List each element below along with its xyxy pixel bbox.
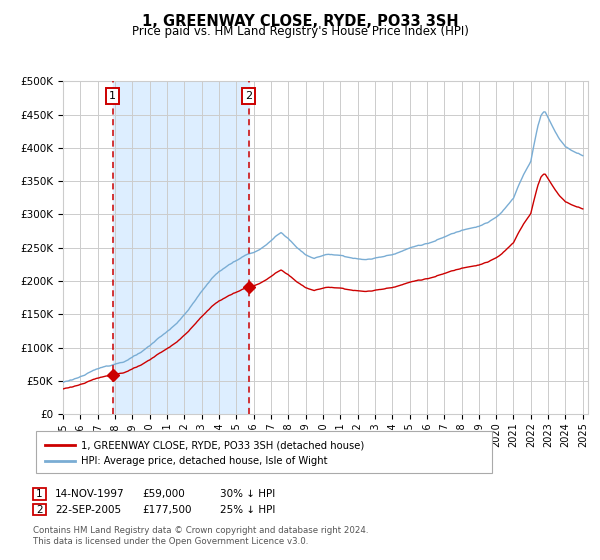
Text: HPI: Average price, detached house, Isle of Wight: HPI: Average price, detached house, Isle… bbox=[81, 456, 328, 466]
Text: Price paid vs. HM Land Registry's House Price Index (HPI): Price paid vs. HM Land Registry's House … bbox=[131, 25, 469, 38]
Text: £177,500: £177,500 bbox=[142, 505, 192, 515]
Text: 2: 2 bbox=[36, 505, 43, 515]
Bar bbox=[113, 81, 249, 414]
Text: 1: 1 bbox=[109, 91, 116, 101]
Text: £59,000: £59,000 bbox=[142, 489, 185, 499]
Text: 1, GREENWAY CLOSE, RYDE, PO33 3SH (detached house): 1, GREENWAY CLOSE, RYDE, PO33 3SH (detac… bbox=[81, 440, 364, 450]
Text: 1: 1 bbox=[36, 489, 43, 499]
Text: Contains HM Land Registry data © Crown copyright and database right 2024.
This d: Contains HM Land Registry data © Crown c… bbox=[33, 526, 368, 546]
Text: 30% ↓ HPI: 30% ↓ HPI bbox=[220, 489, 275, 499]
Text: 22-SEP-2005: 22-SEP-2005 bbox=[55, 505, 121, 515]
Text: 14-NOV-1997: 14-NOV-1997 bbox=[55, 489, 125, 499]
Text: 2: 2 bbox=[245, 91, 253, 101]
Text: 1, GREENWAY CLOSE, RYDE, PO33 3SH: 1, GREENWAY CLOSE, RYDE, PO33 3SH bbox=[142, 14, 458, 29]
Text: 25% ↓ HPI: 25% ↓ HPI bbox=[220, 505, 275, 515]
